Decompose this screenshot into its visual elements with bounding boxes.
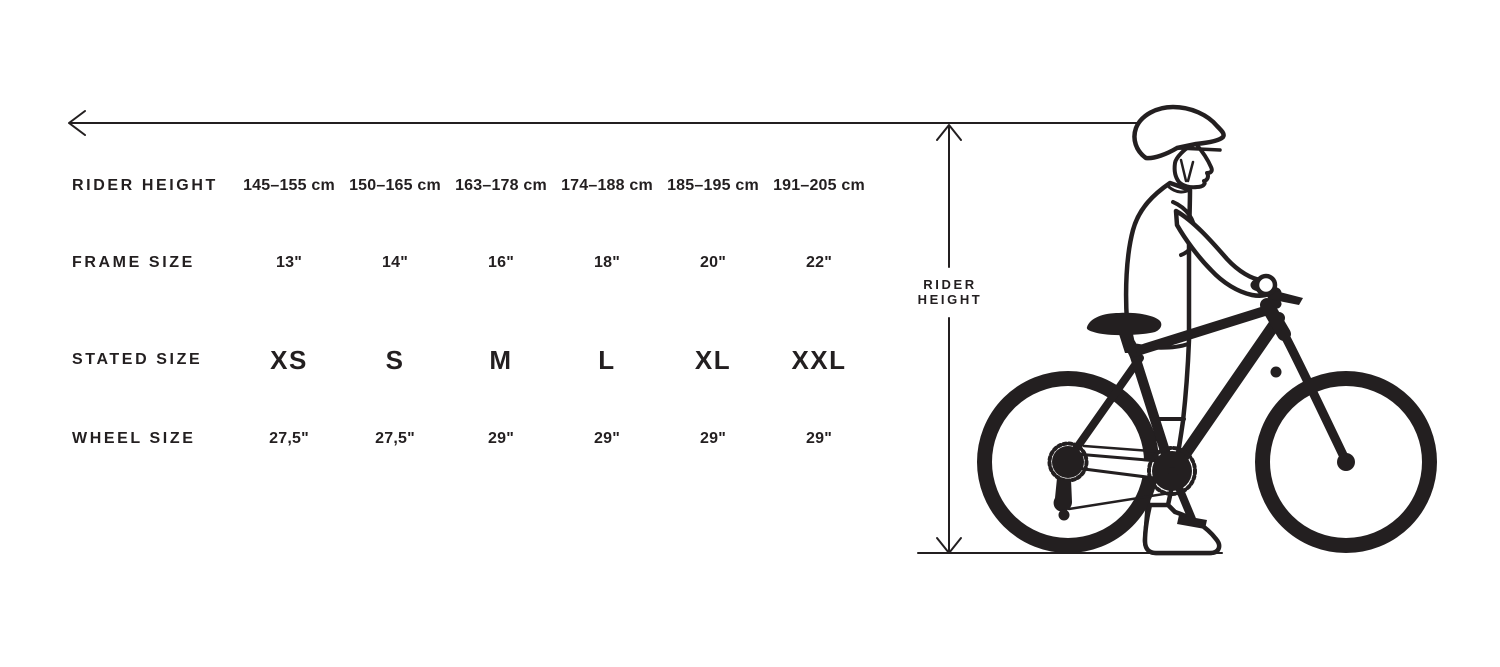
rider-height-value: 163–178 cm xyxy=(455,177,547,194)
stated-size-value: XS xyxy=(270,344,308,375)
rider-height-value: 145–155 cm xyxy=(243,177,335,194)
frame-size-value: 20" xyxy=(700,254,726,271)
front-wheel xyxy=(1255,371,1437,553)
chainring-teeth xyxy=(1147,446,1197,496)
stated-size-value: L xyxy=(598,344,616,375)
stated-size-value: XL xyxy=(694,344,732,375)
left-arrow-icon xyxy=(68,110,1139,136)
rider-height-annotation-line2: HEIGHT xyxy=(917,292,983,307)
frame-size-value: 22" xyxy=(806,254,832,271)
crank-arm xyxy=(1168,467,1196,523)
top-tube xyxy=(1129,304,1276,357)
row-label-stated-size: STATED SIZE xyxy=(72,351,203,368)
stated-size-value: M xyxy=(489,344,513,375)
chain-top xyxy=(1082,444,1166,454)
collar-line xyxy=(1167,185,1191,194)
row-label-rider-height: RIDER HEIGHT xyxy=(72,177,218,194)
brake-lever xyxy=(1269,290,1303,305)
frame-size-value: 16" xyxy=(488,254,514,271)
rider-height-annotation: RIDER HEIGHT xyxy=(900,277,1000,307)
rear-derailleur xyxy=(1053,478,1072,512)
rider-height-value: 174–188 cm xyxy=(561,177,653,194)
front-fork xyxy=(1279,329,1349,462)
pedal xyxy=(1177,515,1207,529)
wheel-size-value: 27,5" xyxy=(269,430,309,447)
table-row-stated-size: STATED SIZE XS S M L XL XXL xyxy=(72,334,872,386)
helmet-visor xyxy=(1176,146,1222,152)
rider-height-annotation-line1: RIDER xyxy=(923,277,977,292)
rider-height-value: 185–195 cm xyxy=(667,177,759,194)
wheel-size-value: 29" xyxy=(594,430,620,447)
jockey-wheel xyxy=(1058,509,1070,521)
wheel-size-value: 27,5" xyxy=(375,430,415,447)
front-hub xyxy=(1337,453,1355,471)
stated-size-value: S xyxy=(385,344,405,375)
bike xyxy=(977,279,1437,553)
frame-size-value: 13" xyxy=(276,254,302,271)
seat-stay xyxy=(1067,354,1144,460)
table-row-frame-size: FRAME SIZE 13" 14" 16" 18" 20" 22" xyxy=(72,242,872,284)
chain-bottom xyxy=(1067,491,1172,511)
rider-height-value: 150–165 cm xyxy=(349,177,441,194)
row-label-frame-size: FRAME SIZE xyxy=(72,254,195,271)
frame-size-value: 18" xyxy=(594,254,620,271)
wheel-size-value: 29" xyxy=(806,430,832,447)
rider-height-value: 191–205 cm xyxy=(773,177,865,194)
row-label-wheel-size: WHEEL SIZE xyxy=(72,430,196,447)
helmet-strap-front xyxy=(1179,158,1188,183)
vertical-double-arrow-icon xyxy=(936,124,962,554)
wheel-size-value: 29" xyxy=(700,430,726,447)
cassette xyxy=(1052,446,1084,478)
table-row-rider-height: RIDER HEIGHT 145–155 cm 150–165 cm 163–1… xyxy=(72,165,872,207)
disc-brake xyxy=(1270,366,1282,378)
frame-size-value: 14" xyxy=(382,254,408,271)
seat-clamp xyxy=(1119,334,1137,353)
table-row-wheel-size: WHEEL SIZE 27,5" 27,5" 29" 29" 29" 29" xyxy=(72,418,872,460)
stated-size-value: XXL xyxy=(791,344,847,375)
rider-shoe xyxy=(1142,502,1222,556)
rider-hand xyxy=(1254,273,1278,297)
helmet-strap-back xyxy=(1186,160,1195,183)
rider-figure xyxy=(1123,104,1275,556)
wheel-size-value: 29" xyxy=(488,430,514,447)
head-tube xyxy=(1260,298,1291,341)
saddle xyxy=(1086,312,1162,336)
down-tube xyxy=(1168,312,1285,476)
